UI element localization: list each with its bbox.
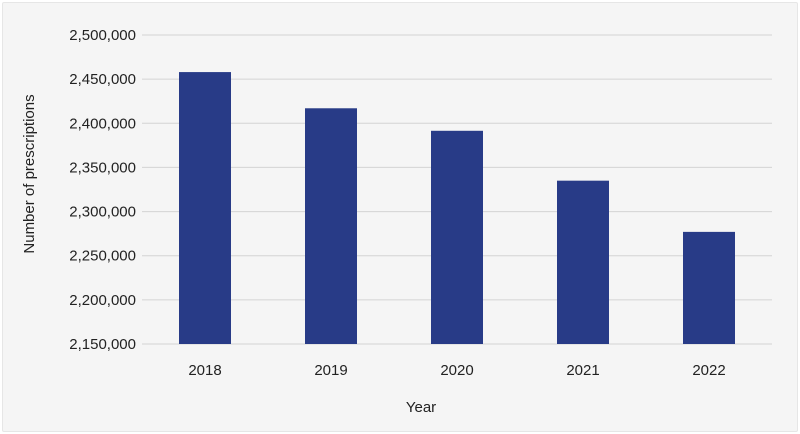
y-axis-title: Number of prescriptions <box>21 94 38 253</box>
y-tick-label: 2,350,000 <box>69 159 136 176</box>
x-tick-label: 2022 <box>692 362 725 379</box>
x-axis-tick-labels: 2018 2019 2020 2021 2022 <box>188 362 725 379</box>
x-tick-label: 2021 <box>566 362 599 379</box>
y-tick-label: 2,500,000 <box>69 27 136 44</box>
bar-2018 <box>179 72 231 344</box>
x-tick-label: 2020 <box>440 362 473 379</box>
x-tick-label: 2019 <box>314 362 347 379</box>
bar-2021 <box>557 180 609 344</box>
bars <box>179 72 735 344</box>
y-tick-label: 2,300,000 <box>69 204 136 221</box>
y-tick-label: 2,450,000 <box>69 71 136 88</box>
bar-2020 <box>431 130 483 344</box>
y-axis-tick-labels: 2,150,000 2,200,000 2,250,000 2,300,000 2,35… <box>69 27 136 353</box>
y-tick-label: 2,250,000 <box>69 248 136 265</box>
bar-2022 <box>683 231 735 344</box>
y-tick-label: 2,200,000 <box>69 292 136 309</box>
x-tick-label: 2018 <box>188 362 221 379</box>
y-tick-label: 2,400,000 <box>69 115 136 132</box>
bar-2019 <box>305 108 357 344</box>
x-axis-title: Year <box>406 399 436 416</box>
y-tick-label: 2,150,000 <box>69 336 136 353</box>
